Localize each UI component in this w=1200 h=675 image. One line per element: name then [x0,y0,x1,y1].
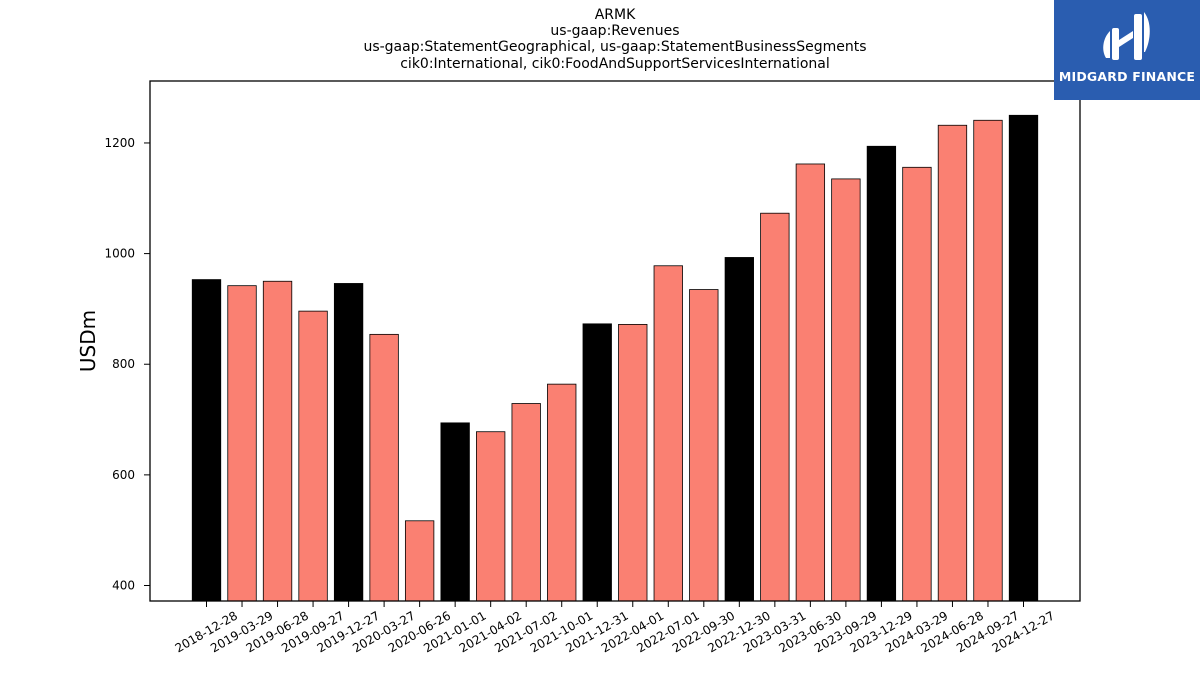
bar-2018-12-28 [191,279,222,602]
chart-title-members: cik0:International, cik0:FoodAndSupportS… [400,56,830,72]
bar-2021-01-01 [440,422,470,602]
logo-text: MIDGARD FINANCE [1058,69,1196,84]
bar-2021-07-02 [511,403,541,602]
y-tick-label: 600 [112,468,135,482]
bar-2019-09-27 [298,310,328,602]
y-tick-label: 1200 [104,136,135,150]
bar-2022-04-01 [618,323,648,602]
y-tick-label: 400 [112,579,135,593]
bar-2021-04-02 [476,431,506,602]
bar-2023-06-30 [795,163,826,602]
bars-group [191,114,1039,602]
bar-2024-09-27 [973,119,1003,602]
bar-2022-09-30 [689,289,719,602]
y-axis: 400 600 800 1000 1200 [104,136,150,593]
midgard-finance-logo: MIDGARD FINANCE [1054,0,1200,100]
bar-2024-06-28 [937,124,968,602]
bar-2019-06-28 [262,280,293,602]
y-axis-label: USDm [76,310,100,372]
bar-2024-12-27 [1008,114,1039,602]
bar-2021-12-31 [582,323,612,602]
bar-2022-12-30 [724,257,754,602]
logo-mark-icon [1103,12,1150,60]
y-tick-label: 800 [112,357,135,371]
bar-2023-03-31 [760,212,790,602]
bar-2022-07-01 [653,265,683,602]
x-axis: 2018-12-282019-03-292019-06-282019-09-27… [173,601,1057,655]
bar-2023-12-29 [866,145,897,602]
chart-title-axes: us-gaap:StatementGeographical, us-gaap:S… [363,39,867,55]
plot-frame [149,80,1081,602]
bar-2020-03-27 [369,333,399,602]
bar-2024-03-29 [902,166,932,602]
bar-2020-06-26 [404,520,435,602]
chart-title-metric: us-gaap:Revenues [550,23,680,39]
bar-2019-03-29 [227,285,257,602]
bar-2019-12-27 [333,283,364,602]
bar-2023-09-29 [831,178,861,602]
y-tick-label: 1000 [104,247,135,261]
bar-2021-10-01 [547,383,577,602]
chart-title-ticker: ARMK [594,7,636,23]
